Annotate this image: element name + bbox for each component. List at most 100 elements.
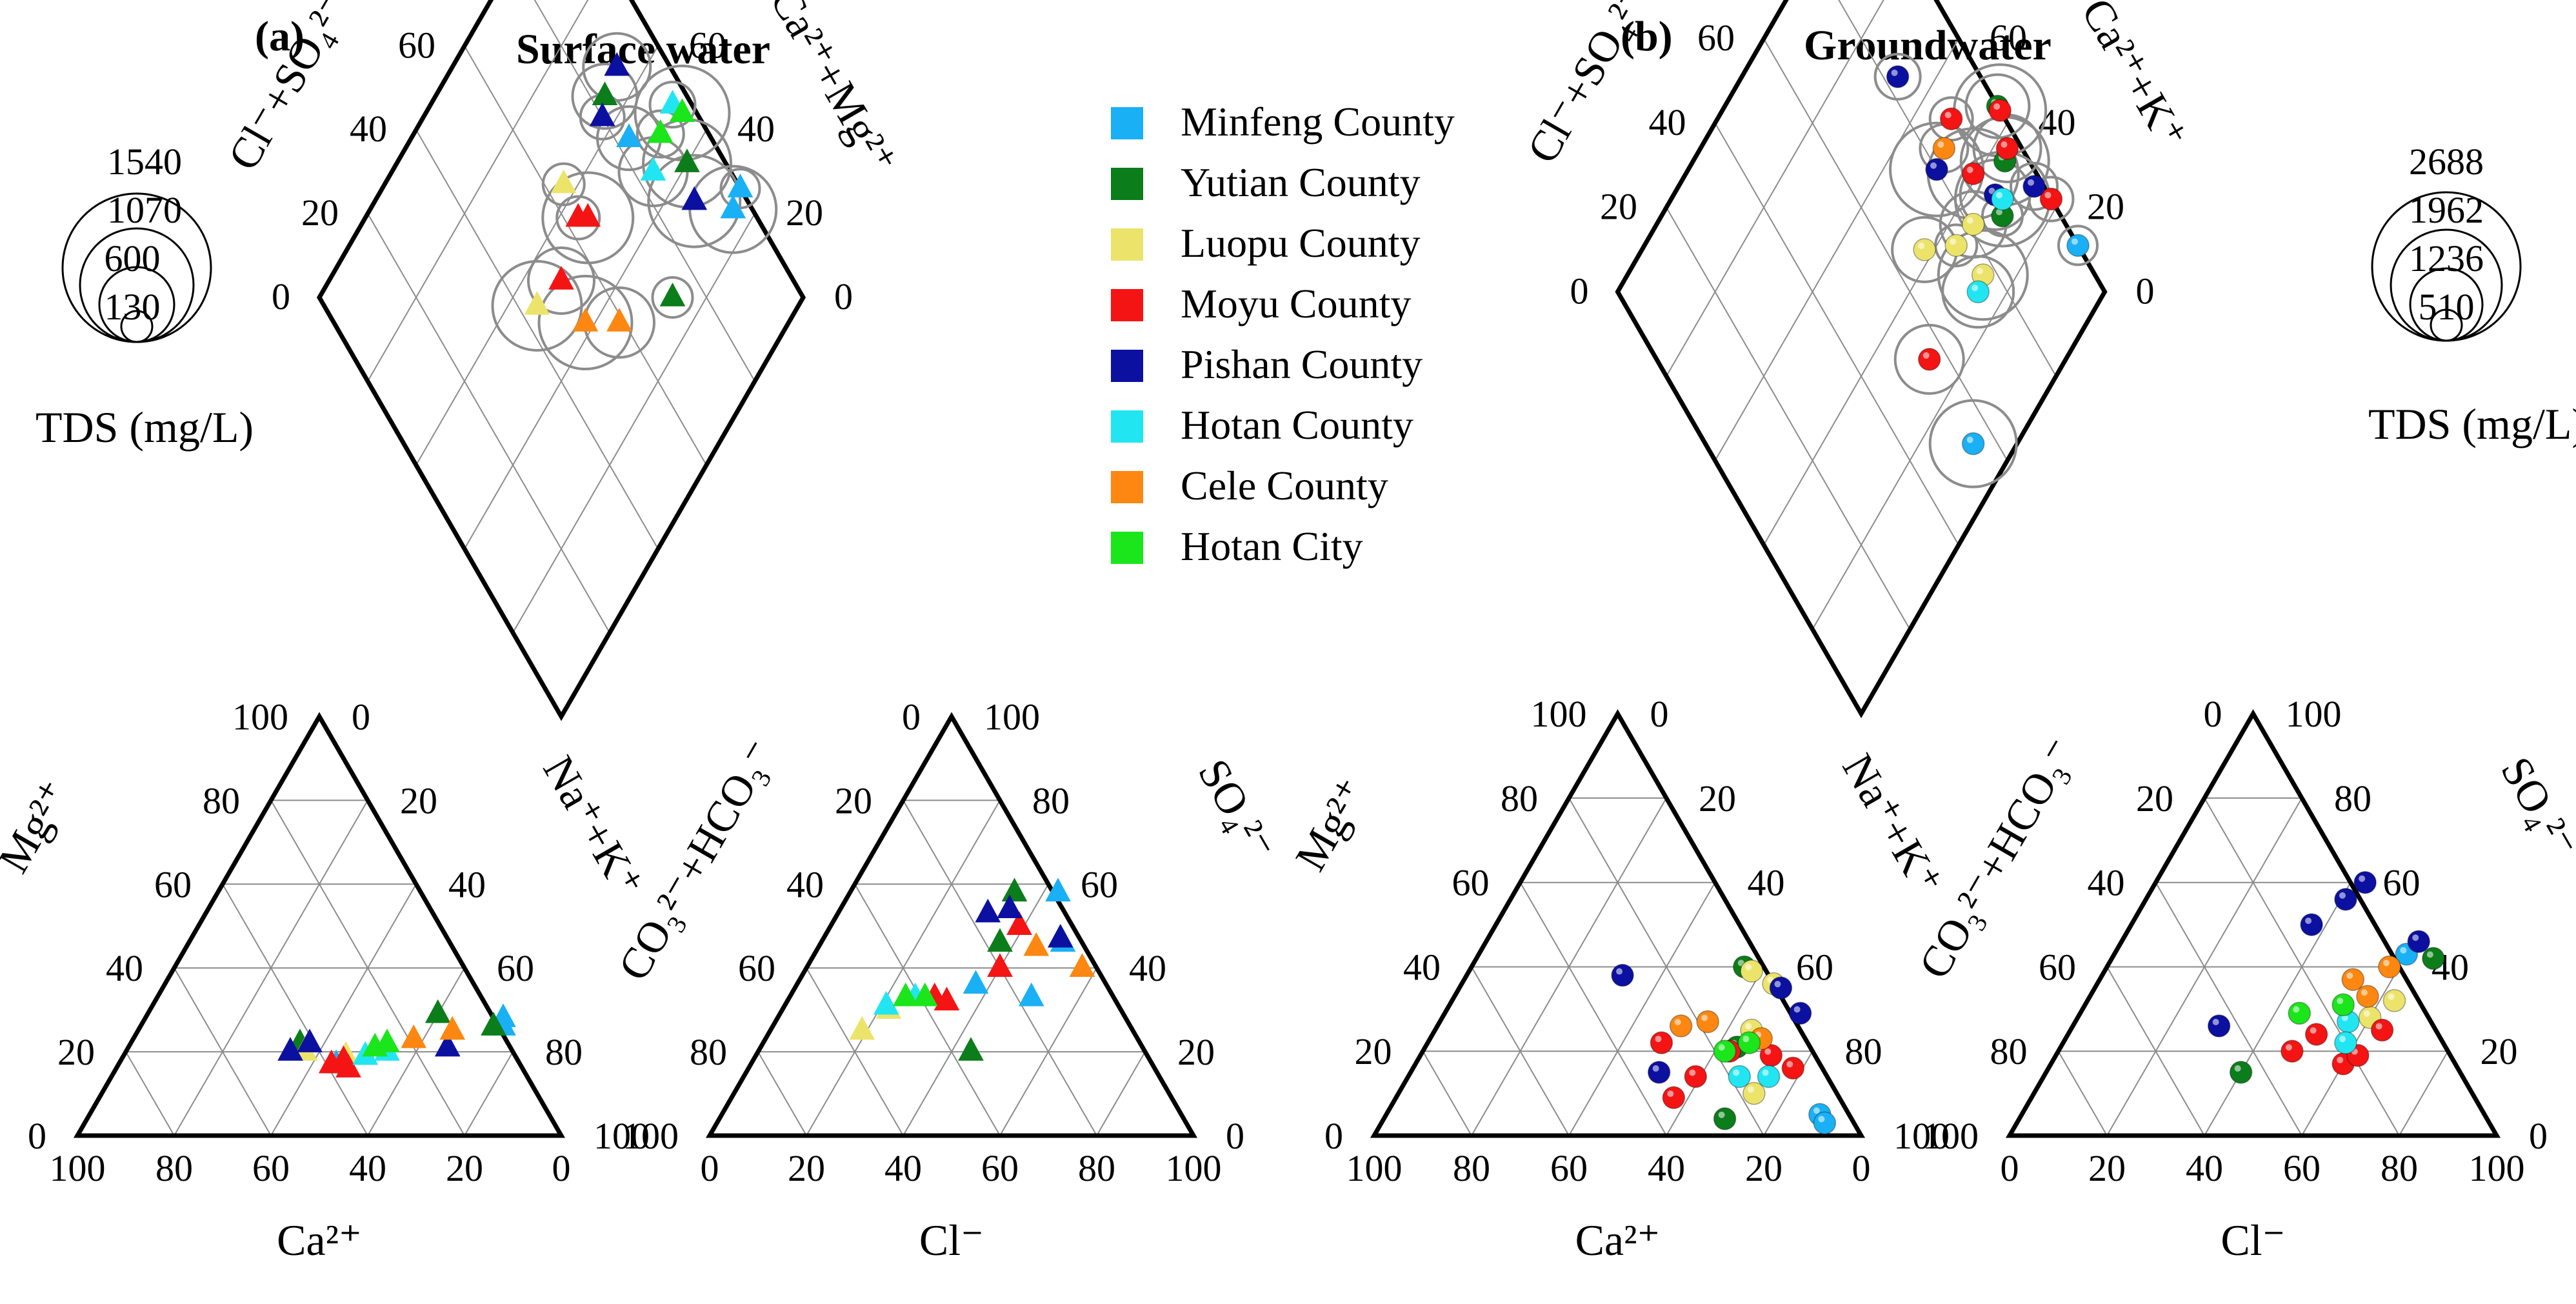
- data-point: [1737, 1031, 1761, 1054]
- data-point: [1713, 1107, 1737, 1130]
- tick-label: 60: [1452, 862, 1490, 904]
- data-point-highlight: [1655, 1036, 1662, 1043]
- tick-label: 20: [2087, 186, 2124, 228]
- series-points: [1611, 870, 2445, 1135]
- data-point: [892, 982, 919, 1007]
- grid-line: [2057, 1050, 2108, 1136]
- tick-label: 100: [2469, 1147, 2525, 1189]
- tick-label: 20: [2136, 777, 2173, 819]
- data-point: [374, 1028, 400, 1052]
- data-point: [1939, 107, 1963, 130]
- axis-title-cation-left: Mg²⁺: [0, 772, 79, 881]
- data-point: [616, 123, 642, 147]
- legend-swatch: [1111, 107, 1143, 139]
- data-point: [1932, 137, 1956, 160]
- tick-label: 60: [1796, 946, 1833, 988]
- data-point: [1995, 137, 2019, 160]
- data-point-highlight: [2400, 947, 2407, 954]
- triangle-frame: [705, 712, 1198, 1138]
- axis-title-diamond-upper_right: Ca²⁺+K⁺: [2072, 0, 2197, 157]
- tds-bubble: [1928, 399, 2018, 488]
- tick-label: 0: [2529, 1115, 2548, 1157]
- tds-bubble: [1934, 223, 1979, 268]
- data-point-highlight: [1616, 968, 1623, 975]
- tick-label: 80: [1501, 777, 1538, 819]
- data-point: [589, 102, 615, 126]
- tick-label: 0: [552, 1147, 571, 1189]
- tick-label: 20: [1699, 777, 1736, 819]
- tick-label: 80: [2381, 1147, 2418, 1189]
- axis-title-anion-right: SO₄²⁻: [2491, 748, 2576, 867]
- data-point: [2378, 955, 2401, 979]
- data-point-highlight: [2234, 1065, 2241, 1072]
- data-point-highlight: [2382, 959, 2390, 967]
- tds-a-label: TDS (mg/L): [35, 403, 254, 452]
- tick-label: 60: [689, 24, 726, 66]
- tick-label: 20: [1745, 1147, 1782, 1189]
- data-point-highlight: [1652, 1065, 1659, 1072]
- data-point: [439, 1016, 466, 1040]
- data-point: [2304, 1023, 2328, 1046]
- grid-line: [464, 1051, 514, 1136]
- data-point-highlight: [1767, 976, 1774, 983]
- grid-line: [1568, 882, 1716, 1136]
- data-point: [975, 898, 1001, 923]
- data-point: [330, 1045, 357, 1069]
- axis-title-anion-bottom: Cl⁻: [919, 1216, 984, 1265]
- grid-line: [2399, 1050, 2449, 1136]
- grid-line: [174, 967, 272, 1136]
- panel-a-label: (a): [255, 13, 305, 60]
- data-point-highlight: [1993, 103, 2001, 110]
- tick-label: 40: [1648, 1147, 1685, 1189]
- grid-line: [222, 883, 368, 1136]
- tick-label: 60: [154, 863, 192, 905]
- tick-label: 100: [1531, 693, 1587, 735]
- data-point: [849, 1016, 875, 1040]
- tds-bubble: [651, 276, 694, 319]
- legend-swatch: [1111, 228, 1143, 261]
- tick-label: 80: [545, 1031, 583, 1073]
- data-point: [934, 987, 960, 1010]
- grid-line: [464, 45, 707, 466]
- tick-label: 0: [902, 696, 921, 737]
- data-point: [1045, 878, 1071, 902]
- legend-label: Hotan County: [1181, 402, 1413, 448]
- data-point: [647, 119, 674, 143]
- data-point-highlight: [1922, 352, 1930, 359]
- tick-label: 100: [1893, 1115, 1950, 1157]
- data-point-highlight: [1818, 1116, 1825, 1123]
- data-point-highlight: [2293, 1006, 2300, 1013]
- tick-label: 80: [1453, 1147, 1490, 1189]
- data-point: [873, 990, 899, 1015]
- tds-bubble: [1937, 229, 2029, 321]
- tds-bubble: [1873, 52, 1922, 101]
- tick-label: 0: [1852, 1147, 1871, 1189]
- data-point: [1966, 280, 1990, 304]
- tick-label: 100: [1346, 1147, 1403, 1189]
- data-point-highlight: [2337, 1056, 2344, 1063]
- grid-line: [2204, 882, 2351, 1136]
- tick-label: 40: [2186, 1147, 2223, 1189]
- data-point: [1611, 963, 1634, 987]
- grid-line: [1666, 0, 1884, 377]
- tick-label: 20: [1600, 186, 1637, 228]
- data-point: [1742, 1081, 1766, 1105]
- data-point: [1684, 1065, 1708, 1088]
- grid-line: [1471, 966, 1570, 1136]
- tick-label: 40: [786, 863, 824, 905]
- grid-line: [2204, 797, 2400, 1136]
- tds-bubble: [541, 171, 635, 265]
- axis-title-cation-bottom: Ca²⁺: [277, 1216, 362, 1265]
- data-point: [727, 174, 754, 197]
- tick-label: 20: [301, 192, 339, 234]
- tds-b-value-3: 1236: [2409, 237, 2484, 279]
- data-point: [575, 203, 601, 227]
- data-point-highlight: [2001, 141, 2008, 148]
- legend: Minfeng County Yutian County Luopu County M…: [1111, 99, 1455, 569]
- data-point-highlight: [1995, 192, 2002, 199]
- data-point: [2066, 234, 2090, 257]
- data-point: [987, 953, 1013, 977]
- data-point: [2281, 1039, 2304, 1063]
- tick-label: 80: [1032, 779, 1070, 821]
